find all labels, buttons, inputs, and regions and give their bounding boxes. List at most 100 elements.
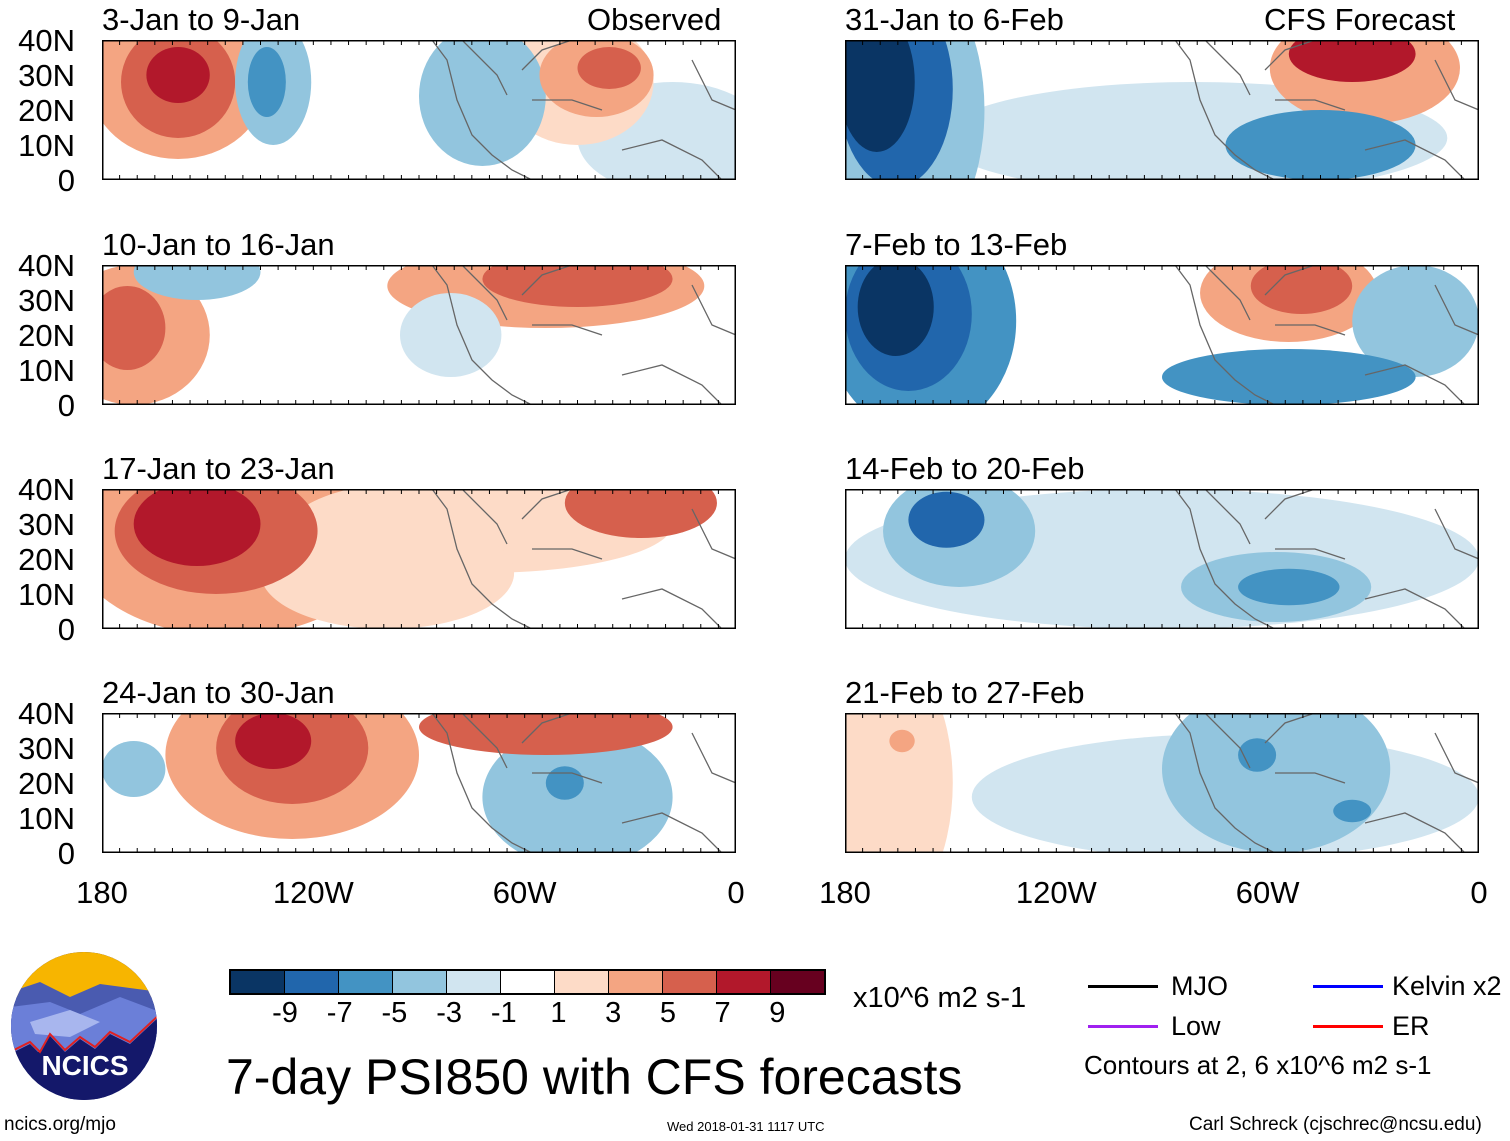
colorbar — [229, 969, 826, 995]
anomaly-region — [889, 729, 915, 753]
panel-title: 10-Jan to 16-Jan — [102, 227, 335, 262]
legend-er: ER — [1392, 1011, 1430, 1041]
x-tick-label: 180 — [76, 875, 128, 910]
footer-timestamp: Wed 2018-01-31 1117 UTC — [667, 1119, 825, 1134]
y-tick-label: 10N — [18, 577, 75, 612]
colorbar-label: -7 — [326, 997, 353, 1029]
colorbar-swatch — [609, 971, 663, 993]
colorbar-label: -5 — [381, 997, 408, 1029]
legend-mjo-line — [1088, 985, 1158, 988]
x-tick-label: 0 — [727, 875, 745, 910]
map-panel — [102, 713, 736, 853]
x-tick-label: 0 — [1470, 875, 1488, 910]
colorbar-label: 1 — [550, 997, 567, 1029]
observed-label: Observed — [587, 2, 722, 37]
colorbar-swatch — [393, 971, 447, 993]
colorbar-swatch — [447, 971, 501, 993]
y-tick-label: 10N — [18, 801, 75, 836]
legend-er-line — [1313, 1025, 1383, 1028]
y-tick-label: 40N — [18, 472, 75, 507]
legend-low-line — [1088, 1025, 1158, 1028]
anomaly-region — [577, 47, 641, 89]
coastline — [431, 713, 736, 853]
colorbar-swatch — [285, 971, 339, 993]
anomaly-region — [399, 293, 502, 377]
anomaly-region — [1352, 265, 1479, 377]
coastline — [1174, 265, 1479, 405]
coastline — [431, 40, 736, 180]
map-panel — [845, 713, 1479, 853]
colorbar-swatch — [501, 971, 555, 993]
y-tick-label: 0 — [57, 612, 75, 647]
coastline — [431, 489, 736, 629]
map-panel — [102, 265, 736, 405]
panel-title: 31-Jan to 6-Feb — [845, 2, 1064, 37]
figure-title: 7-day PSI850 with CFS forecasts — [226, 1049, 963, 1105]
anomaly-region — [1333, 799, 1372, 823]
anomaly-region — [419, 40, 546, 166]
colorbar-swatch — [663, 971, 717, 993]
y-tick-label: 0 — [57, 163, 75, 198]
anomaly-region — [1238, 568, 1340, 606]
coastline — [1174, 713, 1479, 853]
y-tick-label: 20N — [18, 542, 75, 577]
coastline — [1174, 40, 1479, 180]
x-tick-label: 120W — [272, 875, 354, 910]
panel-title: 3-Jan to 9-Jan — [102, 2, 301, 37]
anomaly-region — [1162, 349, 1416, 405]
panel-title: 14-Feb to 20-Feb — [845, 451, 1085, 486]
logo-text: NCICS — [41, 1050, 128, 1081]
legend-mjo: MJO — [1171, 971, 1228, 1001]
y-tick-label: 0 — [57, 388, 75, 423]
legend-kelvin: Kelvin x2 — [1392, 971, 1502, 1001]
anomaly-region — [1288, 40, 1416, 82]
anomaly-region — [564, 489, 717, 538]
coastline — [1174, 489, 1479, 629]
colorbar-label: 7 — [714, 997, 731, 1029]
anomaly-region — [1162, 713, 1391, 853]
colorbar-swatch — [231, 971, 285, 993]
map-panel — [102, 489, 736, 629]
y-tick-label: 30N — [18, 283, 75, 318]
x-tick-label: 120W — [1015, 875, 1097, 910]
ncics-logo: NCICS — [11, 952, 157, 1100]
anomaly-region — [857, 265, 934, 356]
colorbar-label: -3 — [436, 997, 462, 1029]
anomaly-region — [102, 286, 166, 370]
colorbar-label: -9 — [272, 997, 298, 1029]
colorbar-swatch — [555, 971, 609, 993]
panel-title: 17-Jan to 23-Jan — [102, 451, 335, 486]
anomaly-region — [260, 517, 515, 629]
y-tick-label: 20N — [18, 93, 75, 128]
anomaly-region — [1250, 265, 1353, 314]
map-panel — [845, 489, 1479, 629]
y-tick-label: 0 — [57, 836, 75, 871]
map-panel — [845, 40, 1479, 180]
y-tick-label: 40N — [18, 248, 75, 283]
y-tick-label: 30N — [18, 507, 75, 542]
contours-note: Contours at 2, 6 x10^6 m2 s-1 — [1084, 1050, 1432, 1080]
y-tick-label: 30N — [18, 58, 75, 93]
footer-url[interactable]: ncics.org/mjo — [4, 1114, 116, 1135]
y-tick-label: 40N — [18, 696, 75, 731]
y-tick-label: 40N — [18, 23, 75, 58]
anomaly-region — [1225, 110, 1416, 180]
map-panel — [102, 40, 736, 180]
forecast-label: CFS Forecast — [1264, 2, 1456, 37]
x-tick-label: 60W — [1235, 875, 1300, 910]
anomaly-region — [908, 491, 985, 548]
anomaly-region — [419, 713, 673, 755]
colorbar-swatch — [771, 971, 824, 993]
colorbar-label: 5 — [659, 997, 676, 1029]
y-tick-label: 30N — [18, 731, 75, 766]
anomaly-region — [235, 713, 312, 769]
x-tick-label: 180 — [819, 875, 871, 910]
panel-title: 24-Jan to 30-Jan — [102, 675, 335, 710]
y-tick-label: 20N — [18, 318, 75, 353]
colorbar-swatch — [339, 971, 393, 993]
anomaly-region — [845, 713, 953, 853]
colorbar-label: -1 — [490, 997, 517, 1029]
legend-kelvin-line — [1313, 985, 1383, 988]
anomaly-region — [146, 47, 210, 103]
panel-title: 21-Feb to 27-Feb — [845, 675, 1085, 710]
